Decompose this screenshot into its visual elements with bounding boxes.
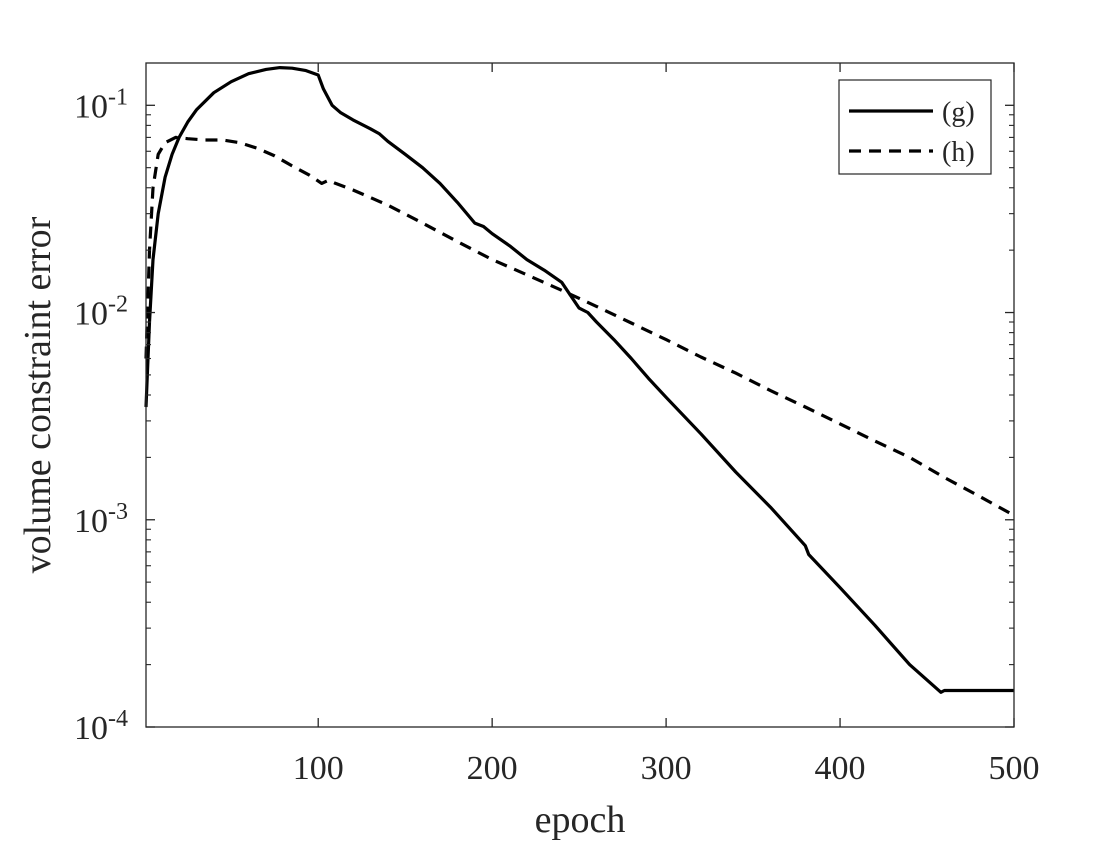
x-axis-label: epoch <box>535 799 626 840</box>
legend-label-g: (g) <box>942 97 975 128</box>
x-tick-label: 500 <box>989 750 1040 787</box>
series-line-g <box>144 65 1014 694</box>
x-tick-label: 300 <box>641 750 692 787</box>
y-axis-label: volume constraint error <box>17 216 59 573</box>
tick-layer: 100 200 300 400 500 10-4 10-3 10-2 10-1 <box>74 63 1040 787</box>
legend: (g) (h) <box>838 79 992 175</box>
legend-label-h: (h) <box>942 137 975 168</box>
y-tick-label: 10-4 <box>74 706 128 747</box>
series-layer <box>144 65 1015 694</box>
series-line-h <box>144 135 1015 517</box>
x-tick-label: 200 <box>467 750 518 787</box>
legend-box <box>838 79 992 175</box>
y-tick-label: 10-3 <box>74 499 128 540</box>
y-tick-label: 10-2 <box>74 292 128 333</box>
y-tick-label: 10-1 <box>74 84 128 125</box>
x-tick-label: 400 <box>815 750 866 787</box>
x-tick-label: 100 <box>293 750 344 787</box>
